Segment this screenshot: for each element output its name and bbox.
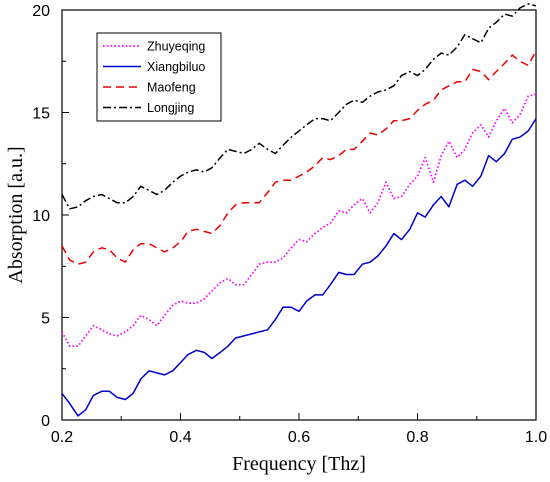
x-tick-label: 0.4 (169, 429, 191, 446)
axis-tick-labels: 0.2 0.4 0.6 0.8 1.0 0 5 10 15 20 (32, 3, 547, 446)
y-tick-label: 15 (32, 106, 50, 123)
legend-label: Xiangbiluo (147, 60, 205, 74)
y-tick-label: 5 (41, 311, 50, 328)
series-line-xiangbiluo (61, 118, 537, 417)
series-line-zhuyeqing (61, 93, 537, 348)
legend-label: Zhuyeqing (147, 40, 205, 54)
x-axis-title: Frequency [Thz] (232, 453, 366, 475)
x-tick-label: 0.2 (51, 429, 73, 446)
legend: Zhuyeqing Xiangbiluo Maofeng Longjing (96, 32, 222, 122)
series-line-longjing (61, 3, 537, 210)
y-tick-label: 20 (32, 3, 50, 20)
y-tick-label: 10 (32, 208, 50, 225)
legend-label: Longjing (147, 101, 194, 115)
y-tick-label: 0 (41, 413, 50, 430)
x-tick-label: 0.8 (406, 429, 428, 446)
x-tick-label: 1.0 (525, 429, 547, 446)
series-line-maofeng (61, 50, 537, 265)
y-axis-title: Absorption [a.u.] (5, 146, 27, 283)
legend-label: Maofeng (147, 81, 196, 95)
legend-box (96, 32, 222, 122)
series-lines (61, 3, 537, 417)
x-tick-label: 0.6 (288, 429, 310, 446)
axis-ticks (61, 9, 537, 421)
